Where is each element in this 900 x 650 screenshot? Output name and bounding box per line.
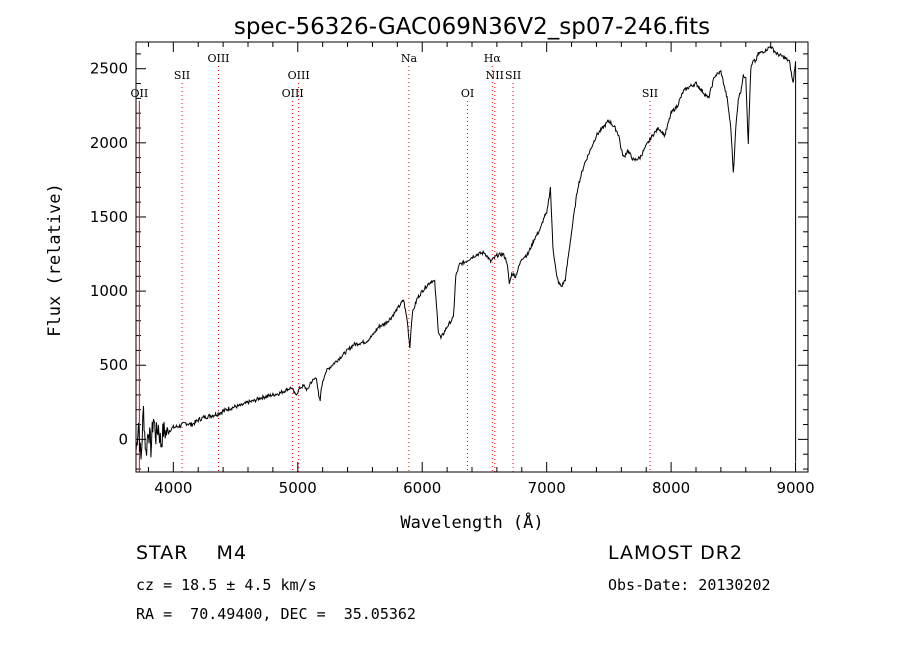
y-axis-label: Flux (relative) xyxy=(45,183,65,337)
object-classification: STAR M4 xyxy=(136,542,247,564)
survey-name: LAMOST DR2 xyxy=(608,542,743,564)
line-marker-label: Na xyxy=(401,52,418,65)
axis-ticks: 4000 5000 6000 7000 8000 9000 0 500 1000 1500 2000… xyxy=(90,42,815,497)
y-tick-label: 2500 xyxy=(90,60,128,78)
chart-title: spec-56326-GAC069N36V2_sp07-246.fits xyxy=(234,14,710,40)
y-tick-label: 500 xyxy=(99,356,128,374)
y-tick-label: 1500 xyxy=(90,208,128,226)
line-marker-label: OII xyxy=(131,87,149,100)
y-tick-label: 1000 xyxy=(90,282,128,300)
x-tick-label: 7000 xyxy=(528,479,566,497)
x-tick-label: 5000 xyxy=(279,479,317,497)
x-axis-label: Wavelength (Å) xyxy=(400,511,543,533)
line-marker-label: SII xyxy=(174,69,190,82)
line-marker-label: SII xyxy=(505,69,521,82)
y-tick-label: 2000 xyxy=(90,134,128,152)
x-tick-label: 4000 xyxy=(154,479,192,497)
coordinates: RA = 70.49400, DEC = 35.05362 xyxy=(136,605,416,623)
x-tick-label: 9000 xyxy=(776,479,814,497)
x-tick-label: 8000 xyxy=(652,479,690,497)
line-marker-label: OIII xyxy=(207,52,229,65)
line-marker-label: NII xyxy=(486,69,504,82)
line-marker-label: OIII xyxy=(288,69,310,82)
x-tick-label: 6000 xyxy=(403,479,441,497)
line-marker-label: SII xyxy=(642,87,658,100)
line-marker-label: Hα xyxy=(484,52,502,65)
line-marker-label: OIII xyxy=(282,87,304,100)
y-tick-label: 0 xyxy=(118,430,128,448)
spectrum-line xyxy=(136,47,796,462)
spectrum-chart: spec-56326-GAC069N36V2_sp07-246.fits Flu… xyxy=(0,0,900,650)
redshift-velocity: cz = 18.5 ± 4.5 km/s xyxy=(136,576,317,594)
observation-date: Obs-Date: 20130202 xyxy=(608,576,771,594)
line-marker-label: OI xyxy=(461,87,474,100)
